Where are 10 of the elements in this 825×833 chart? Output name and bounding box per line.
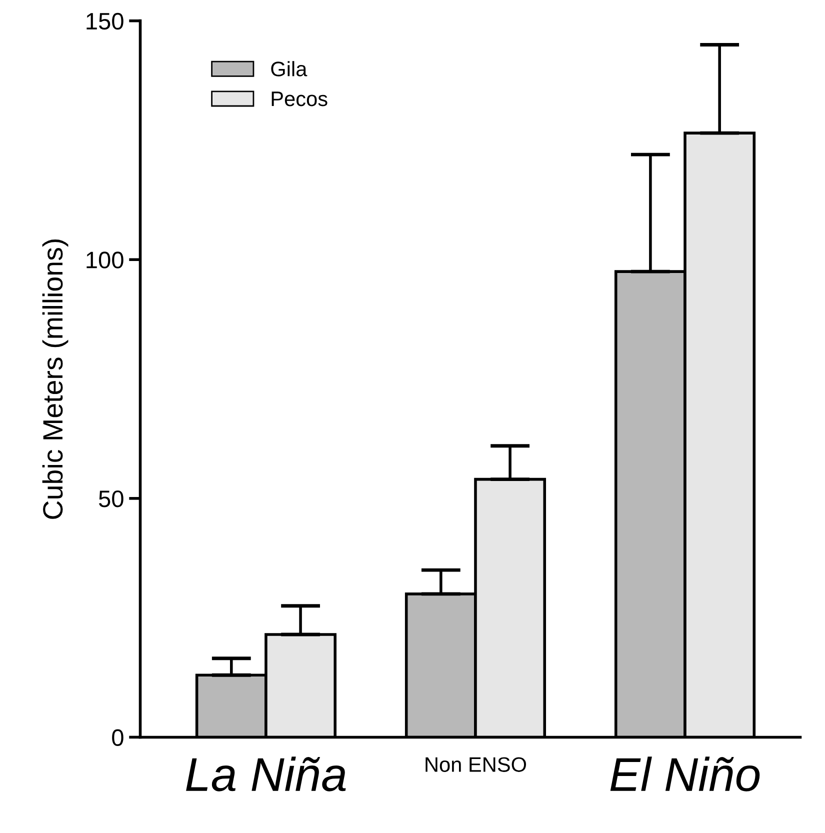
x-tick-label: El Niño [610, 756, 760, 792]
y-tick-label: 150 [86, 12, 124, 30]
y-axis-title: Cubic Meters (millions) [42, 240, 68, 519]
x-tick-label: La Niña [186, 756, 346, 792]
x-tick-label: Non ENSO [426, 757, 526, 772]
legend-label: Pecos [272, 92, 328, 106]
legend-label: Gila [271, 61, 308, 76]
y-tick-label: 100 [86, 252, 124, 268]
y-tick-label: 0 [112, 729, 124, 746]
y-tick-label: 50 [98, 490, 124, 508]
